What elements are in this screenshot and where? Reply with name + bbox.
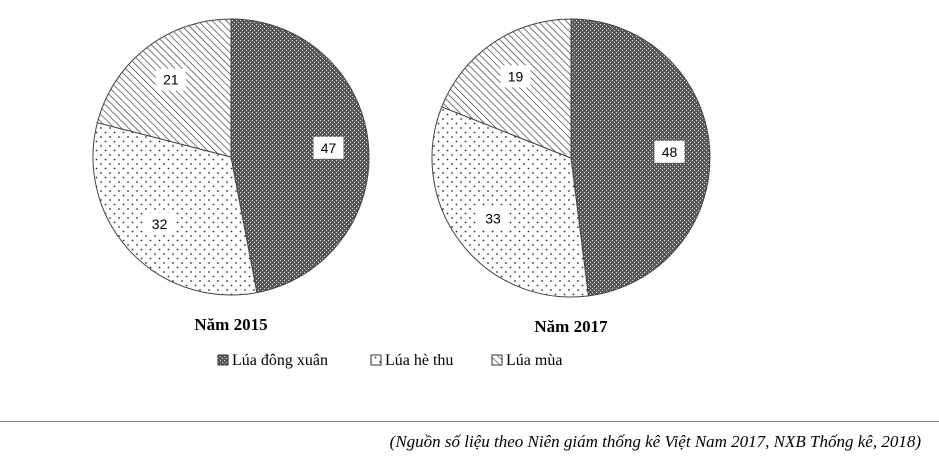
data-label-mua-2015: 21 xyxy=(155,68,186,91)
data-label-mua-2017: 19 xyxy=(500,65,531,88)
svg-text:33: 33 xyxy=(485,211,501,227)
pie-slice-mua-2017 xyxy=(441,18,572,159)
pie-charts: 47 32 21 Năm 2015 48 33 19 Năm 2017 Lúa đông xu… xyxy=(92,18,711,369)
data-label-dong-xuan-2017: 48 xyxy=(654,140,685,163)
legend-swatch-mua xyxy=(491,354,503,366)
svg-text:48: 48 xyxy=(662,144,678,160)
legend-label-dong-xuan: Lúa đông xuân xyxy=(232,352,328,369)
legend-label-he-thu: Lúa hè thu xyxy=(385,352,453,369)
data-label-he-thu-2015: 32 xyxy=(144,213,175,236)
pie-slice-he-thu-2015 xyxy=(92,122,258,296)
legend: Lúa đông xuân Lúa hè thu Lúa mùa xyxy=(217,352,562,369)
legend-item-dong-xuan: Lúa đông xuân xyxy=(217,352,328,369)
pie-title-2017: Năm 2017 xyxy=(534,317,608,336)
pie-slice-he-thu-2017 xyxy=(431,106,589,298)
pie-slice-dong-xuan-2017 xyxy=(570,18,711,297)
pie-chart-2017: 48 33 19 Năm 2017 xyxy=(431,18,711,336)
pie-slice-dong-xuan-2015 xyxy=(230,18,370,294)
data-label-he-thu-2017: 33 xyxy=(478,207,508,230)
svg-text:19: 19 xyxy=(508,68,524,84)
legend-swatch-dong-xuan xyxy=(217,354,229,366)
data-label-dong-xuan-2015: 47 xyxy=(313,136,344,159)
source-note: (Nguồn số liệu theo Niên giám thống kê V… xyxy=(389,432,921,451)
svg-text:21: 21 xyxy=(163,72,179,88)
pie-chart-2015: 47 32 21 Năm 2015 xyxy=(92,18,370,334)
legend-swatch-he-thu xyxy=(370,354,382,366)
pie-title-2015: Năm 2015 xyxy=(194,315,267,334)
divider-line xyxy=(0,421,939,422)
legend-item-he-thu: Lúa hè thu xyxy=(370,352,453,369)
svg-text:47: 47 xyxy=(321,140,337,156)
legend-item-mua: Lúa mùa xyxy=(491,352,562,369)
svg-text:32: 32 xyxy=(152,216,168,232)
legend-label-mua: Lúa mùa xyxy=(506,352,562,369)
